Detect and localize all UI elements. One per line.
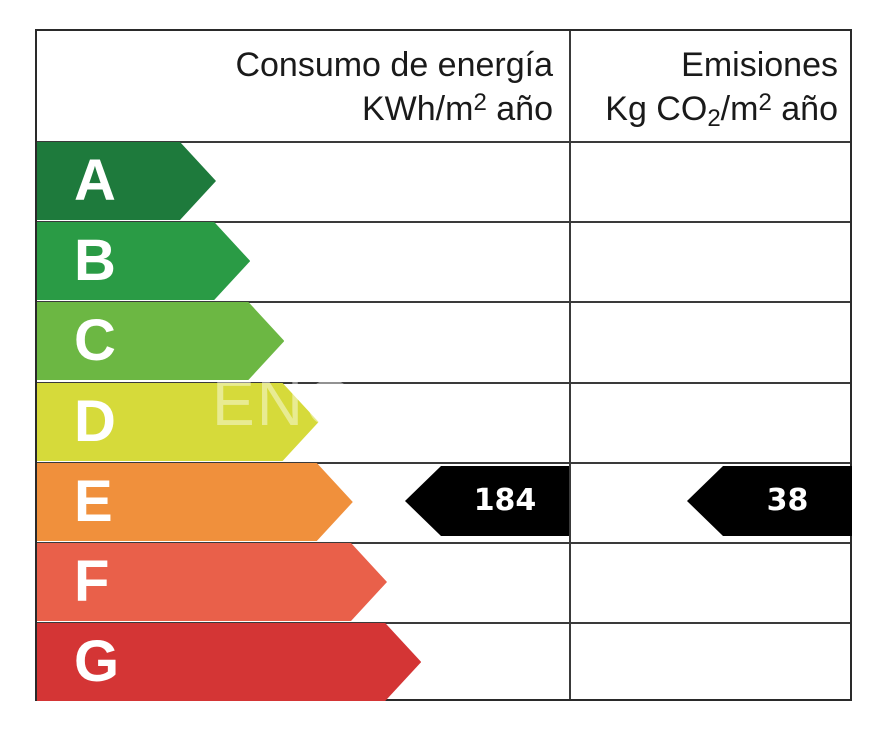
grade-letter-g: G [74,629,120,695]
grade-bar-g: G [37,623,422,702]
grade-bar-b: B [37,222,251,301]
grade-arrow-shape [37,222,251,301]
grade-bar-d: D [37,382,319,461]
grade-letter-a: A [74,148,116,213]
grade-bar-c: C [37,302,285,381]
grade-arrow-shape [37,462,353,541]
emissions-rating-tag-value: 38 [766,482,809,518]
grade-letter-d: D [74,388,116,454]
row-divider [37,141,850,143]
grade-letter-f: F [74,549,110,614]
emissions-title: Emisiones [681,46,838,84]
grade-letter-b: B [74,228,116,294]
energy-consumption-title: Consumo de energía [235,46,553,84]
energy-rating-tag: 184 [405,465,569,536]
row-divider [37,381,850,384]
grade-arrow-shape [37,623,422,702]
grade-arrow-shape [37,142,216,220]
emissions-rating-tag: 38 [687,465,852,536]
grade-arrow-shape [37,543,387,621]
grade-bar-e: E [37,462,353,541]
row-divider [37,622,850,625]
column-divider [569,31,571,699]
energy-rating-tag-value: 184 [473,482,537,518]
row-divider [37,221,850,224]
energy-consumption-header: Consumo de energía KWh/m2 año [37,31,569,141]
emissions-header: Emisiones Kg CO2/m2 año [571,31,852,141]
grade-bar-f: F [37,543,387,621]
row-divider [37,461,850,464]
emissions-unit: Kg CO2/m2 año [605,89,838,132]
grade-letter-c: C [74,308,116,374]
energy-rating-tag-shape [405,465,569,536]
grade-arrow-shape [37,302,285,381]
energy-consumption-unit: KWh/m2 año [362,89,553,128]
emissions-rating-tag-shape [687,465,852,536]
grade-letter-e: E [74,468,113,534]
energy-label-table: Consumo de energía KWh/m2 año Emisiones … [35,29,852,702]
watermark: ENG [212,367,357,439]
row-divider [37,542,850,544]
grade-bar-a: A [37,142,216,220]
grade-arrow-shape [37,382,319,461]
row-divider [37,301,850,304]
